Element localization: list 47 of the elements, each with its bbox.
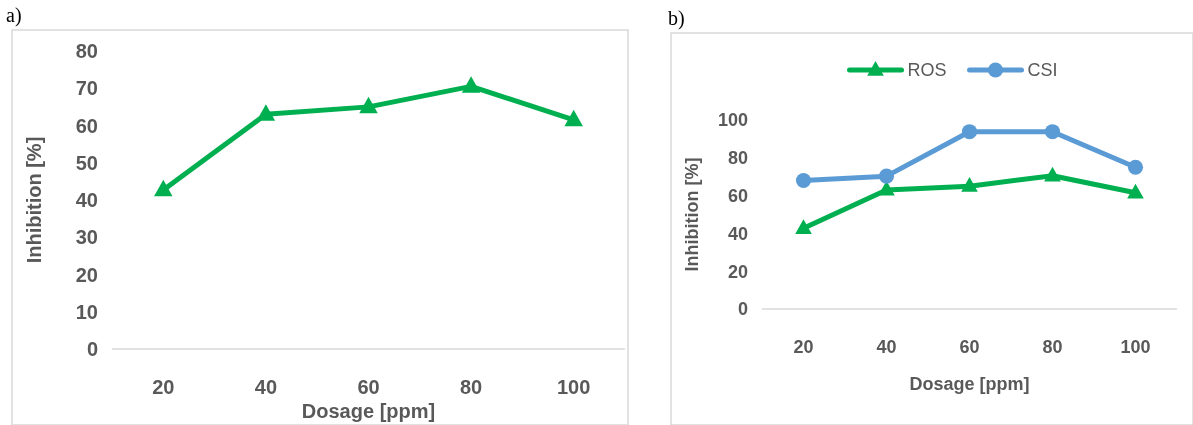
x-tick-label: 100 [1120, 337, 1151, 358]
chart-title: a) [6, 4, 22, 27]
point [256, 104, 276, 121]
y-tick-label: 20 [727, 261, 748, 282]
point [961, 124, 978, 140]
x-tick-label: 100 [557, 376, 591, 398]
y-tick-label: 40 [75, 189, 98, 211]
point [461, 76, 481, 93]
y-tick-label: 0 [86, 338, 98, 360]
point [154, 179, 173, 197]
point [795, 219, 812, 234]
x-axis-title: Dosage [ppm] [301, 400, 436, 422]
y-tick-label: 60 [75, 114, 98, 137]
legend-label: ROS [907, 60, 947, 81]
point [1127, 159, 1144, 175]
x-tick-label: 80 [459, 376, 483, 398]
point [795, 172, 812, 189]
x-axis-title: Dosage [ppm] [909, 374, 1030, 395]
point [1044, 124, 1061, 140]
point [878, 168, 895, 184]
y-axis-title: Inhibition [%] [23, 136, 45, 264]
y-tick-label: 20 [75, 263, 98, 286]
y-tick-label: 30 [75, 226, 98, 249]
x-tick-label: 40 [876, 337, 897, 358]
point [564, 109, 583, 127]
y-tick-label: 70 [75, 77, 98, 100]
x-tick-label: 80 [1042, 337, 1063, 358]
y-tick-label: 50 [75, 151, 98, 174]
y-tick-label: 40 [727, 223, 748, 244]
y-tick-label: 80 [727, 148, 748, 169]
x-tick-label: 60 [357, 376, 380, 398]
legend-label: CSI [1027, 60, 1058, 81]
y-tick-label: 0 [737, 299, 748, 320]
x-tick-label: 20 [152, 376, 175, 398]
x-tick-label: 60 [959, 337, 980, 358]
x-tick-label: 20 [793, 337, 814, 358]
x-tick-label: 40 [254, 376, 278, 398]
point [961, 177, 978, 192]
y-tick-label: 80 [75, 40, 98, 62]
chart-title: b) [668, 7, 685, 30]
y-tick-label: 100 [717, 110, 748, 131]
y-tick-label: 60 [727, 185, 748, 206]
y-tick-label: 10 [75, 300, 98, 323]
point [359, 96, 378, 114]
point [1127, 183, 1144, 199]
y-axis-title: Inhibition [%] [682, 157, 703, 272]
point [1044, 166, 1061, 182]
